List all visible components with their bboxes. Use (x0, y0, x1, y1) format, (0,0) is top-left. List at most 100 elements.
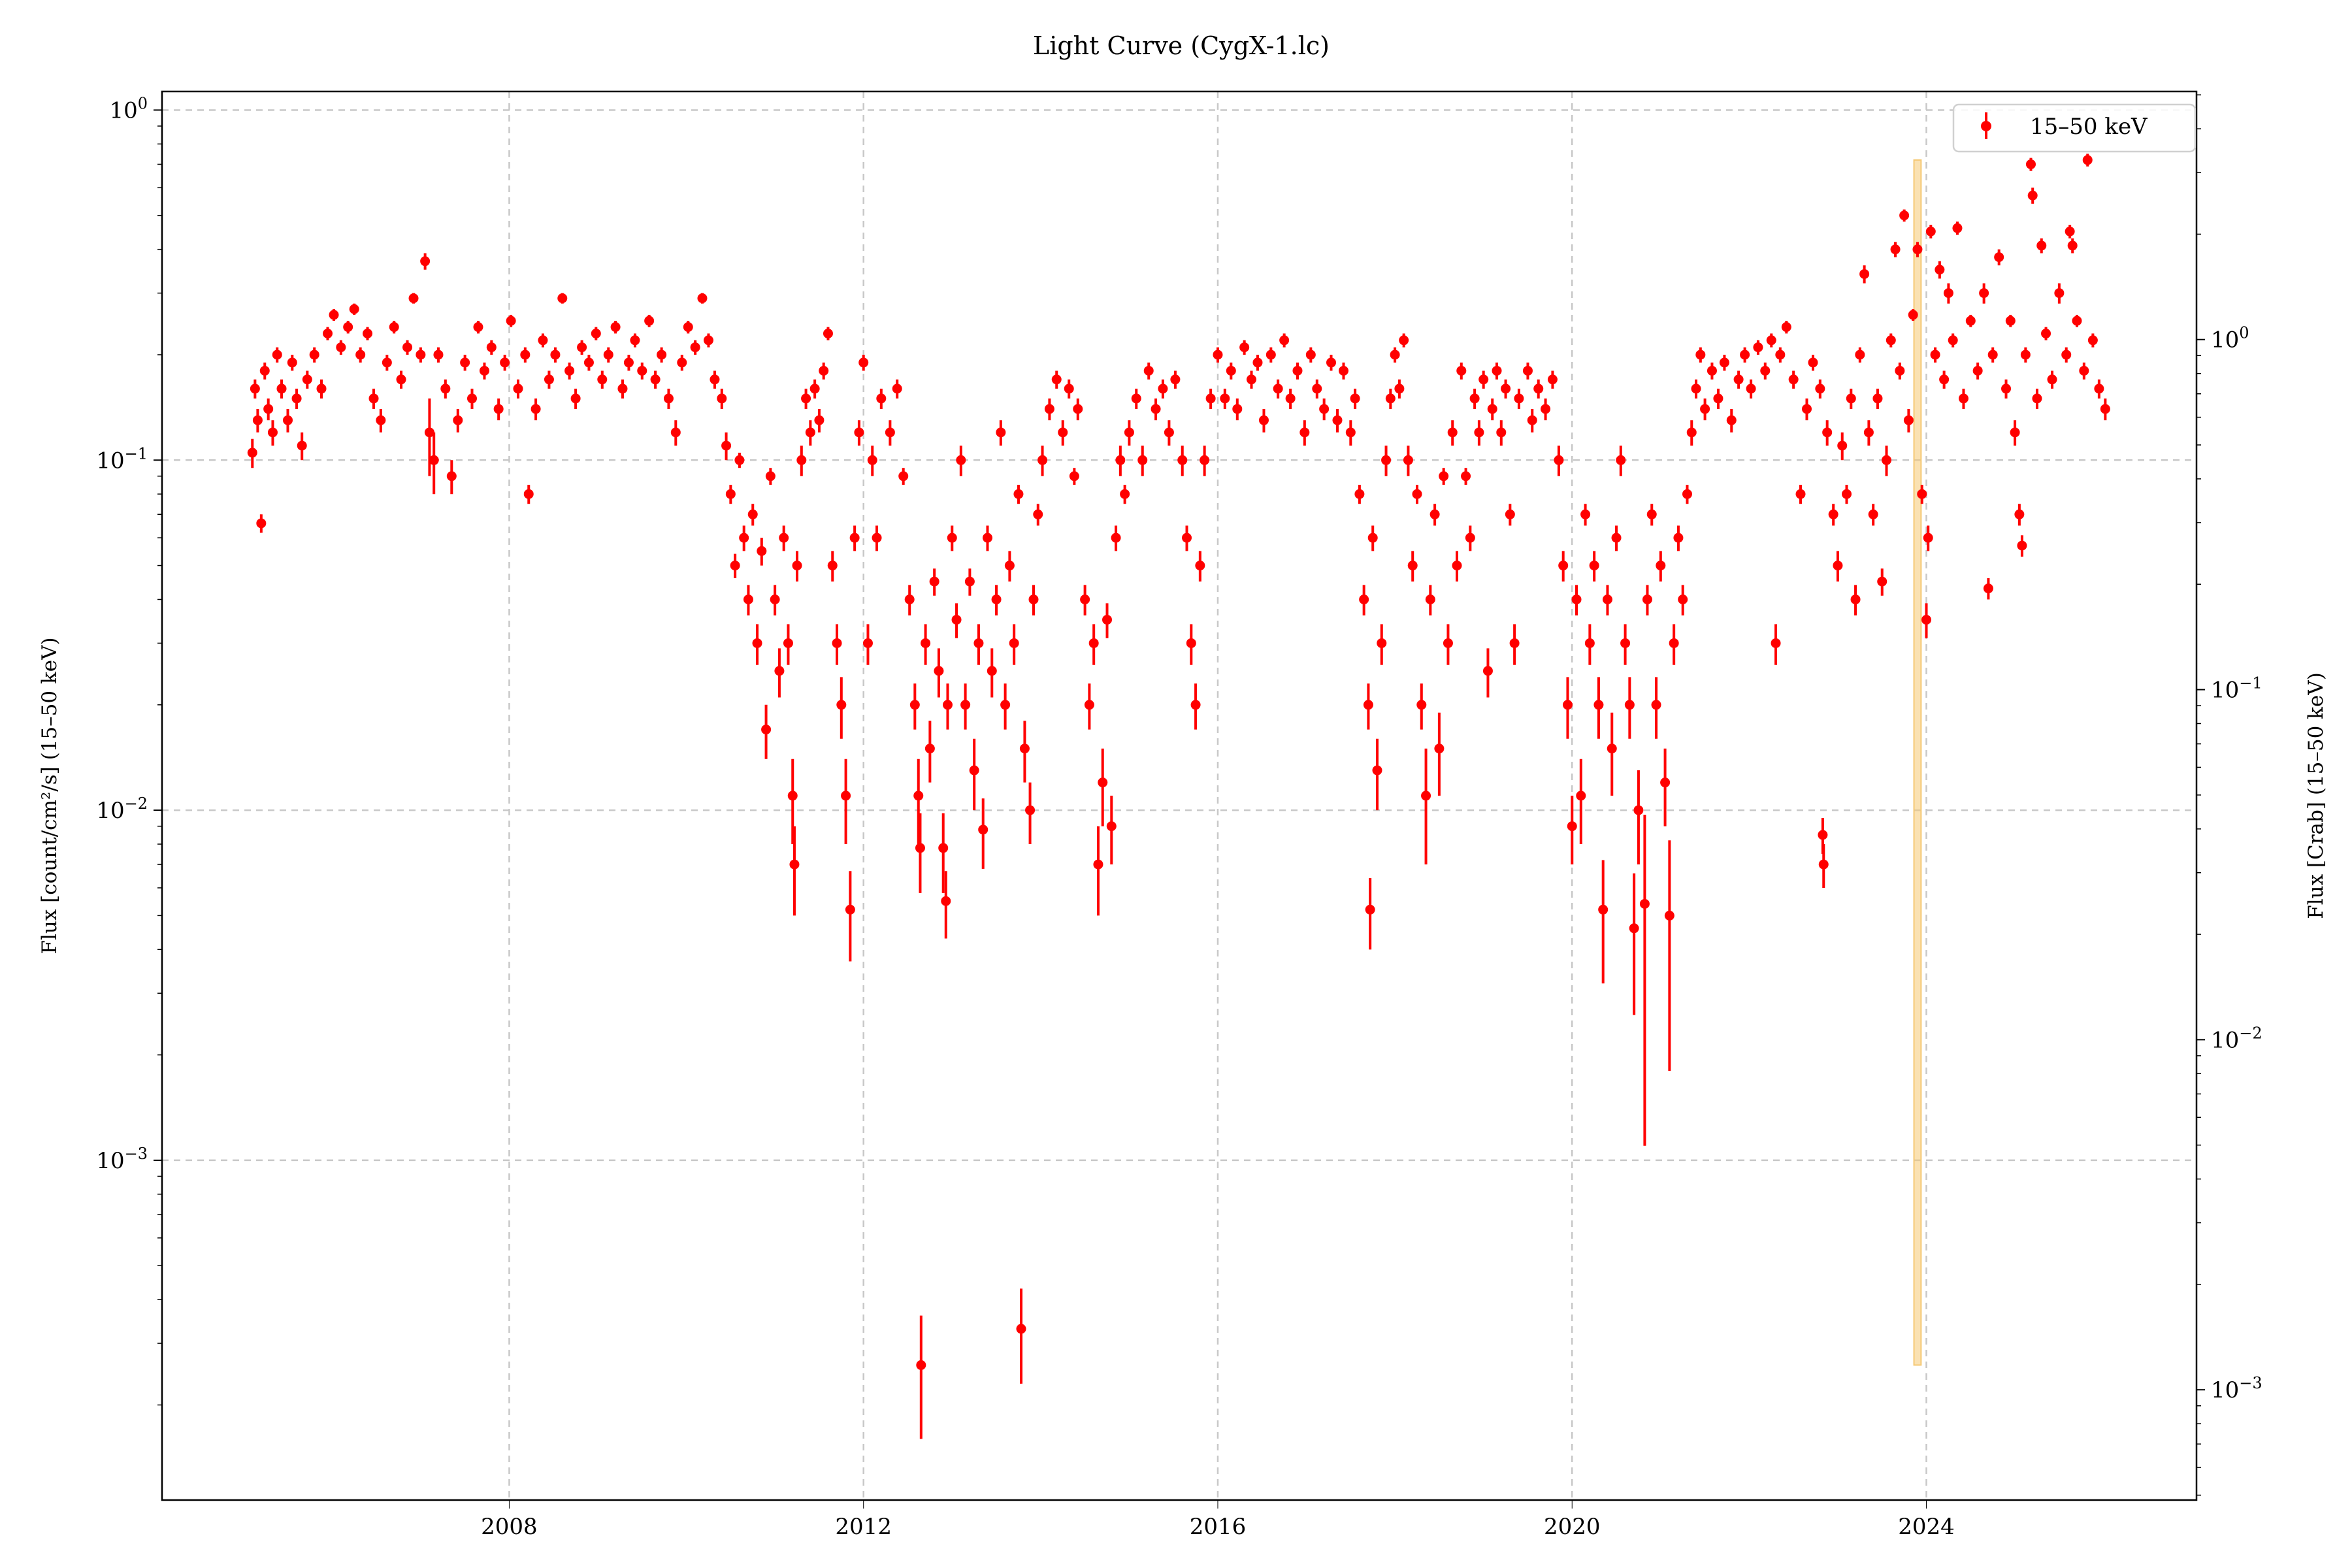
data-point (1000, 700, 1011, 710)
data-point (1111, 532, 1121, 543)
data-point (1305, 350, 1316, 360)
data-point (1439, 471, 1449, 482)
data-point (1656, 561, 1666, 571)
data-point (259, 365, 270, 376)
data-point (1102, 615, 1113, 625)
data-point (1899, 210, 1910, 221)
data-point (670, 427, 681, 438)
data-point (1788, 374, 1799, 385)
data-point (904, 594, 915, 604)
data-point (1106, 821, 1117, 832)
y-axis-label-right: Flux [Crab] (15–50 keV) (2304, 672, 2328, 919)
data-point (1917, 489, 1927, 499)
data-point (1562, 700, 1573, 710)
data-point (1886, 335, 1896, 346)
data-point (1580, 509, 1591, 519)
data-point (1084, 700, 1094, 710)
data-point (1660, 777, 1671, 788)
data-point (1299, 427, 1310, 438)
data-point (349, 304, 359, 314)
data-point (792, 561, 802, 571)
data-point (1312, 384, 1322, 394)
right-y-axis-ticks: 100 10−1 10−2 10−3 (2197, 94, 2262, 1496)
data-point (1921, 615, 1932, 625)
plot-frame (161, 90, 2198, 1501)
data-point (1895, 365, 1905, 376)
data-point (1833, 561, 1843, 571)
data-point (1474, 427, 1484, 438)
data-point (1058, 427, 1068, 438)
data-point (309, 350, 319, 360)
data-point (1365, 904, 1375, 915)
data-point (814, 415, 825, 425)
data-point (1554, 455, 1564, 465)
data-point (617, 384, 628, 394)
data-point (263, 404, 274, 414)
data-point (2036, 240, 2047, 251)
data-point (1607, 743, 1617, 754)
left-y-axis-ticks: 100 10−1 10−2 10−3 (96, 94, 162, 1406)
data-point (1258, 415, 1269, 425)
data-point (1381, 455, 1392, 465)
data-point (1080, 594, 1090, 604)
data-point (1802, 404, 1812, 414)
data-point (892, 384, 902, 394)
data-point (915, 843, 925, 853)
data-point (805, 427, 815, 438)
data-point (1948, 335, 1958, 346)
data-point (921, 638, 931, 648)
data-point (1469, 393, 1480, 404)
data-point (1740, 350, 1750, 360)
data-point (1589, 561, 1599, 571)
data-point (637, 365, 647, 376)
data-point (1713, 393, 1723, 404)
grid-lines (162, 91, 2197, 1500)
data-point (276, 384, 287, 394)
data-point (272, 350, 282, 360)
data-point (1639, 898, 1650, 909)
data-point (1908, 310, 1918, 320)
data-point (1903, 415, 1914, 425)
data-point (1177, 455, 1188, 465)
data-point (2094, 384, 2104, 394)
data-point (978, 825, 988, 835)
data-point (1367, 532, 1378, 543)
data-point (446, 471, 457, 482)
data-point (1487, 404, 1497, 414)
data-point (1390, 350, 1400, 360)
data-point (1890, 244, 1901, 255)
data-point (789, 859, 800, 870)
data-point (739, 532, 749, 543)
data-point (1593, 700, 1604, 710)
data-point (1195, 561, 1205, 571)
data-point (302, 374, 312, 385)
data-point (1326, 357, 1336, 368)
data-points (247, 154, 2110, 1439)
data-point (924, 743, 935, 754)
data-point (1044, 404, 1054, 414)
data-point (854, 427, 864, 438)
data-point (1064, 384, 1074, 394)
data-point (1567, 821, 1577, 832)
y-tick-label: 100 (109, 94, 148, 123)
highlight-span (1913, 159, 1922, 1366)
data-point (1403, 455, 1413, 465)
data-point (1170, 374, 1181, 385)
data-point (1972, 365, 1983, 376)
data-point (1120, 489, 1130, 499)
data-point (1859, 269, 1870, 279)
data-point (513, 384, 523, 394)
data-point (934, 666, 944, 676)
data-point (885, 427, 895, 438)
data-point (1025, 805, 1036, 815)
data-point (460, 357, 470, 368)
data-point (1850, 594, 1861, 604)
chart-title: Light Curve (CygX-1.lc) (1033, 31, 1330, 60)
data-point (1350, 393, 1360, 404)
data-point (1673, 532, 1684, 543)
right-y-tick-label: 10−1 (2211, 674, 2262, 704)
data-point (991, 594, 1002, 604)
data-point (1624, 700, 1635, 710)
data-point (2061, 350, 2072, 360)
